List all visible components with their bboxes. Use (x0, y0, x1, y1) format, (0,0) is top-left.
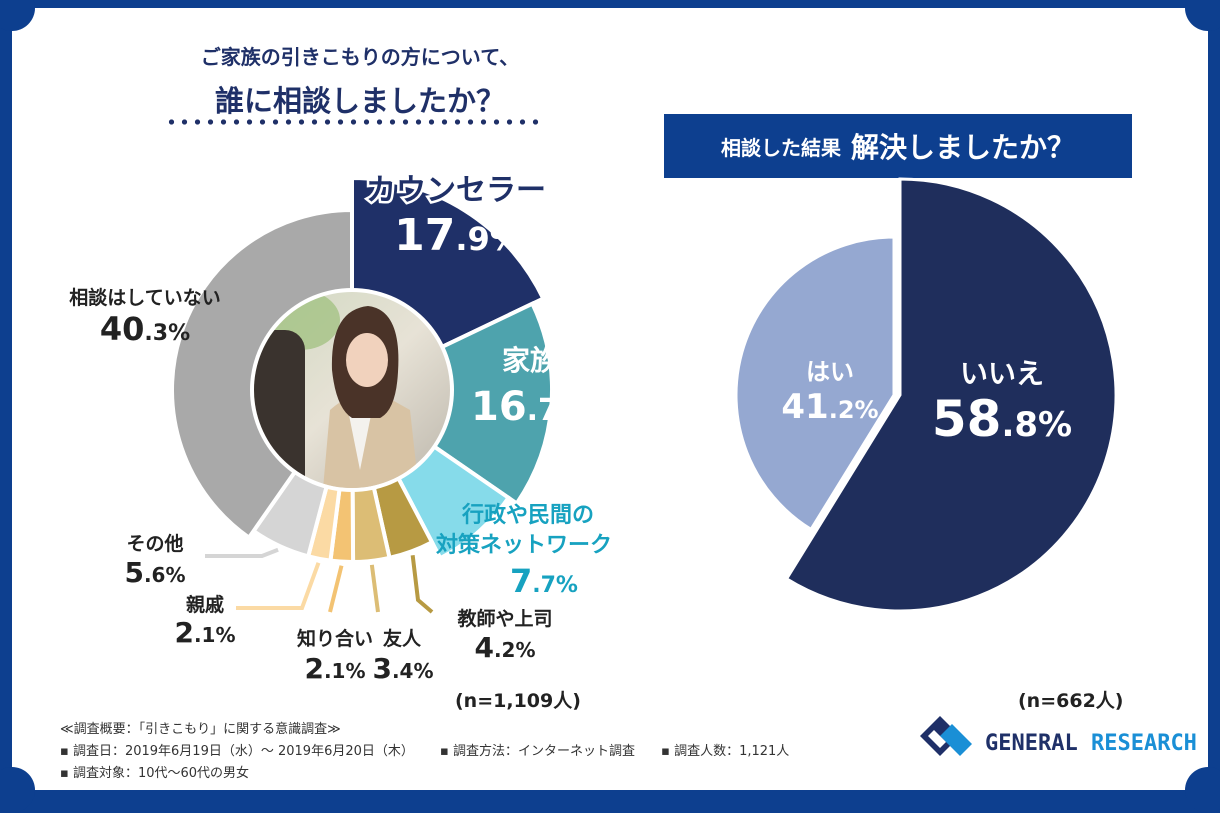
survey-details-row: ▪ 調査日：2019年6月19日（水）～ 2019年6月20日（木） ▪ 調査方… (60, 740, 789, 759)
logo-text: GENERAL RESEARCH (985, 731, 1197, 756)
survey-count: ▪ 調査人数：1,121人 (661, 744, 790, 759)
value-yes: 41.2% (781, 387, 878, 427)
donut-chart (170, 175, 554, 565)
label-friend: 友人 (383, 627, 422, 650)
survey-overview: ≪調査概要：「引きこもり」に関する意識調査≫ (60, 722, 341, 737)
value-no: 58.8% (932, 390, 1072, 448)
label-other: その他 (126, 532, 183, 555)
leader-other (205, 547, 279, 558)
left-sample-size: (n=1,109人) (455, 690, 581, 712)
label-family: 家族 (502, 344, 559, 377)
label-relative: 親戚 (186, 593, 224, 616)
slice-yes (734, 235, 896, 532)
leader-relative (236, 562, 321, 610)
right-title-small: 相談した結果 (720, 135, 841, 160)
right-pie-chart (734, 177, 1118, 613)
right-title-big: 解決しましたか？ (850, 131, 1075, 164)
value-none: 40.3% (100, 310, 190, 348)
left-title-line2: 誰に相談しましたか？ (214, 84, 505, 118)
center-photo (250, 288, 454, 492)
leader-teacher (410, 554, 434, 614)
value-friend: 3.4% (372, 652, 433, 685)
right-sample-size: (n=662人) (1018, 690, 1124, 712)
leader-acquaint (328, 565, 344, 613)
slice-no (784, 177, 1118, 613)
logo-word-general: GENERAL (985, 731, 1078, 756)
label-acquaint: 知り合い (297, 627, 373, 650)
label-gov-line1: 行政や民間の (461, 502, 594, 528)
label-counselor: カウンセラー (366, 173, 546, 208)
survey-target: ▪ 調査対象：10代～60代の男女 (60, 766, 250, 781)
dotted-divider (165, 118, 541, 126)
value-other: 5.6% (124, 556, 185, 589)
photo-jacket (322, 391, 420, 488)
label-gov-line2: 対策ネットワーク (436, 532, 612, 558)
leader-lines (205, 547, 434, 614)
value-gov: 7.7% (510, 562, 578, 600)
value-relative: 2.1% (174, 616, 235, 649)
survey-date: ▪ 調査日：2019年6月19日（水）～ 2019年6月20日（木） (60, 744, 414, 759)
label-teacher: 教師や上司 (457, 607, 552, 630)
label-yes: はい (806, 358, 854, 386)
leader-friend (369, 564, 380, 613)
value-family: 16.7% (471, 384, 589, 430)
photo-blouse (348, 410, 372, 470)
right-title-box: 相談した結果 解決しましたか？ (664, 114, 1132, 178)
label-no: いいえ (960, 357, 1044, 390)
value-teacher: 4.2% (474, 631, 535, 664)
photo-face (346, 333, 388, 387)
survey-method: ▪ 調査方法：インターネット調査 (440, 744, 635, 759)
left-title-line1: ご家族の引きこもりの方について、 (200, 45, 520, 69)
value-acquaint: 2.1% (304, 652, 365, 685)
label-none: 相談はしていない (69, 286, 220, 309)
logo-mark-icon (920, 716, 972, 756)
value-counselor: 17.9% (394, 210, 522, 261)
logo-word-research: RESEARCH (1090, 731, 1197, 756)
